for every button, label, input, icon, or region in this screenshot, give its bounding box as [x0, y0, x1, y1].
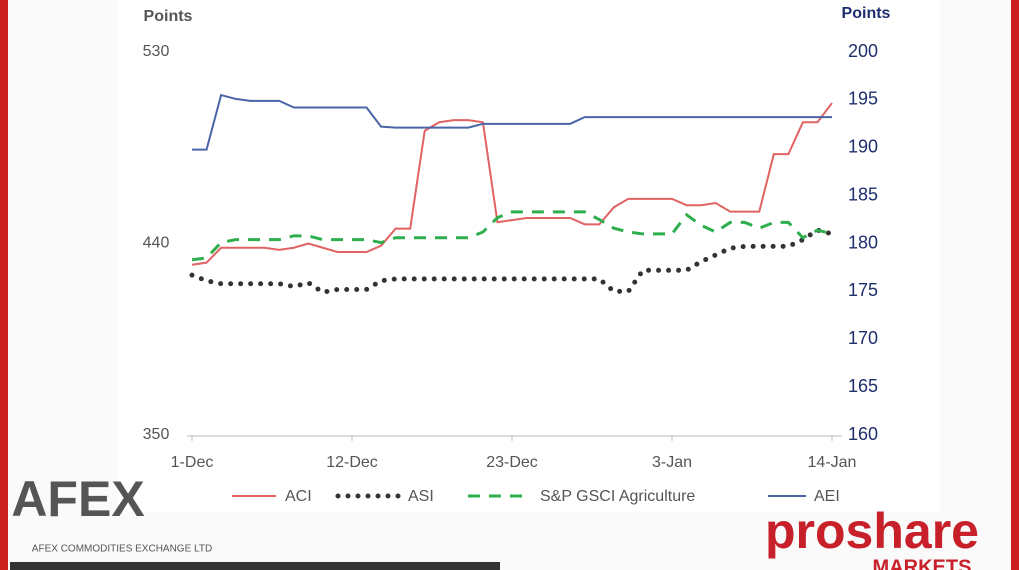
y-tick-label: 350: [143, 426, 170, 443]
x-tick-label: 14-Jan: [808, 454, 857, 471]
afex-tagline: AFEX COMMODITIES EXCHANGE LTD: [32, 544, 212, 555]
series-line: [192, 93, 832, 151]
y2-tick-label: 200: [848, 41, 878, 61]
y2-tick-label: 195: [848, 89, 878, 109]
y-axis-title: Points: [144, 8, 193, 25]
proshare-sub: MARKETS: [873, 556, 972, 570]
legend-label: AEI: [814, 488, 840, 505]
y2-tick-label: 160: [848, 424, 878, 444]
y2-tick-label: 185: [848, 184, 878, 204]
y2-tick-label: 180: [848, 232, 878, 252]
y2-axis-title: Points: [842, 5, 891, 22]
x-tick-label: 1-Dec: [171, 454, 214, 471]
afex-logo: AFEX: [11, 471, 144, 527]
x-tick-label: 3-Jan: [652, 454, 692, 471]
y2-tick-label: 170: [848, 328, 878, 348]
y2-tick-label: 175: [848, 280, 878, 300]
y-tick-label: 530: [143, 43, 170, 60]
legend-label: ACI: [285, 488, 312, 505]
x-tick-label: 12-Dec: [326, 454, 378, 471]
left-border: [0, 0, 8, 570]
bottom-bar: [10, 562, 500, 570]
series-line: [189, 227, 835, 295]
legend-label: ASI: [408, 488, 434, 505]
y2-tick-label: 190: [848, 137, 878, 157]
y2-tick-label: 165: [848, 376, 878, 396]
legend-label: S&P GSCI Agriculture: [540, 488, 695, 505]
chart-area: [118, 0, 940, 512]
y-tick-label: 440: [143, 235, 170, 252]
series-line: [191, 210, 833, 262]
right-border: [1011, 0, 1019, 570]
proshare-logo: proshare: [765, 503, 979, 559]
series-line: [191, 102, 833, 266]
x-tick-label: 23-Dec: [486, 454, 538, 471]
